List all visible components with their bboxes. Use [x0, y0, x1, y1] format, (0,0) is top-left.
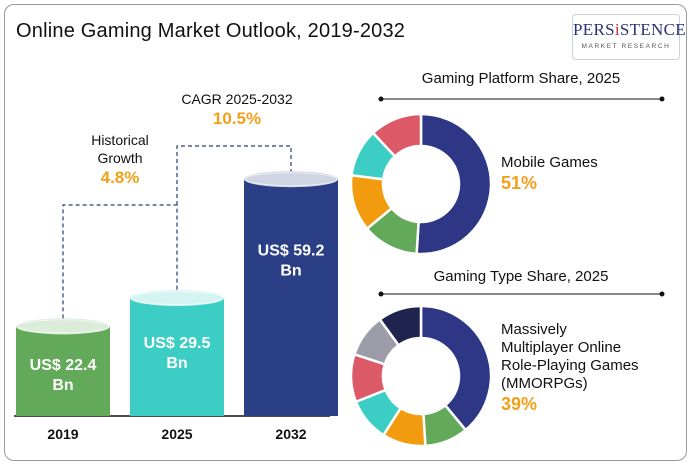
- type-share-title: Gaming Type Share, 2025: [433, 268, 609, 285]
- bar-value-unit-2032: Bn: [280, 262, 301, 279]
- x-tick-label-2019: 2019: [47, 426, 78, 442]
- logo-tagline: MARKET RESEARCH: [581, 43, 671, 50]
- historical-growth-connector: [62, 204, 178, 319]
- platform-share-title: Gaming Platform Share, 2025: [421, 70, 621, 87]
- historical-growth-label-line1: Historical: [91, 132, 149, 148]
- bar-value-unit-2025: Bn: [166, 355, 187, 372]
- bar-2025: [130, 290, 224, 416]
- bar-value-unit-2019: Bn: [52, 377, 73, 394]
- cagr-connector: [176, 145, 292, 205]
- infographic-frame: [4, 4, 687, 461]
- x-tick-label-2025: 2025: [161, 426, 192, 442]
- platform-highlight-name: Mobile Games: [501, 154, 598, 171]
- type-highlight-name-line1: Massively: [501, 321, 567, 338]
- type-share-highlight: Massively Multiplayer Online Role-Playin…: [501, 321, 639, 415]
- bar-value-label-2025: US$ 29.5: [144, 335, 211, 352]
- historical-growth-value: 4.8%: [100, 168, 140, 187]
- cagr-annotation: CAGR 2025-2032 10.5%: [162, 90, 312, 130]
- logo-wordmark: PERSiSTENCE: [573, 20, 686, 39]
- type-highlight-name-line3: Role-Playing Games: [501, 357, 639, 374]
- type-highlight-name-line2: Multiplayer Online: [501, 339, 622, 356]
- page-title: Online Gaming Market Outlook, 2019-2032: [16, 20, 406, 42]
- historical-growth-annotation: Historical Growth 4.8%: [60, 131, 180, 189]
- bar-2032: [244, 171, 338, 416]
- platform-highlight-pct: 51%: [501, 173, 538, 193]
- cagr-label: CAGR 2025-2032: [181, 91, 293, 107]
- historical-growth-label-line2: Growth: [97, 150, 143, 166]
- bar-value-label-2032: US$ 59.2: [258, 242, 325, 259]
- x-tick-label-2032: 2032: [275, 426, 306, 442]
- type-highlight-name-line4: (MMORPGs): [501, 375, 588, 392]
- cagr-value: 10.5%: [212, 109, 262, 128]
- type-highlight-pct: 39%: [501, 394, 538, 414]
- platform-share-highlight: Mobile Games 51%: [501, 154, 598, 194]
- brand-logo: PERSiSTENCE MARKET RESEARCH: [572, 14, 686, 60]
- bar-value-label-2019: US$ 22.4: [30, 357, 97, 374]
- bar-2019: [16, 318, 110, 416]
